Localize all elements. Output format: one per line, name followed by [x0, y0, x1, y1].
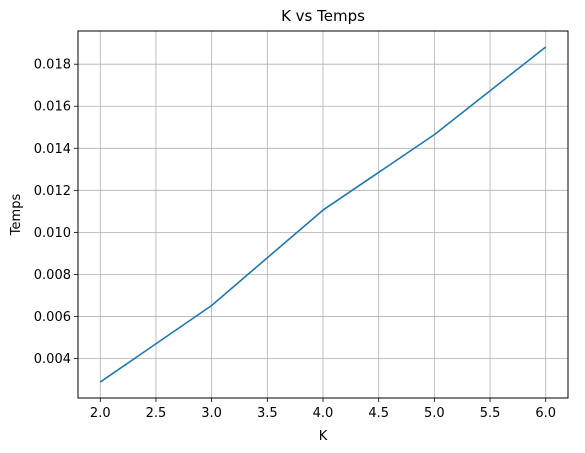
- x-tick-label: 5.5: [480, 406, 501, 421]
- x-axis-label: K: [319, 429, 328, 444]
- data-point: [545, 46, 547, 48]
- x-tick-label: 2.0: [90, 406, 111, 421]
- y-tick-label: 0.008: [34, 268, 71, 283]
- series-group: [99, 46, 547, 383]
- y-tick-label: 0.010: [34, 226, 71, 241]
- y-tick-label: 0.006: [34, 310, 71, 325]
- x-axis-ticks: 2.0 2.5 3.0 3.5 4.0 4.5 5.0 5.5 6.0: [90, 398, 556, 421]
- grid: [78, 31, 568, 398]
- data-point: [322, 209, 324, 211]
- data-point: [211, 305, 213, 307]
- y-tick-label: 0.004: [34, 352, 71, 367]
- x-tick-label: 5.0: [424, 406, 445, 421]
- x-tick-label: 4.0: [313, 406, 334, 421]
- y-axis-label: Temps: [9, 194, 24, 237]
- x-tick-label: 3.5: [257, 406, 278, 421]
- y-tick-label: 0.012: [34, 184, 71, 199]
- x-tick-label: 4.5: [368, 406, 389, 421]
- x-tick-label: 2.5: [146, 406, 167, 421]
- x-tick-label: 6.0: [535, 406, 556, 421]
- y-tick-label: 0.014: [34, 142, 71, 157]
- chart-title: K vs Temps: [281, 7, 365, 25]
- y-axis-ticks: 0.004 0.006 0.008 0.010 0.012 0.014 0.016 0.018: [34, 58, 78, 367]
- y-tick-label: 0.018: [34, 58, 71, 73]
- y-tick-label: 0.016: [34, 100, 71, 115]
- x-tick-label: 3.0: [201, 406, 222, 421]
- series-line-0: [99, 46, 547, 383]
- data-point: [434, 134, 436, 136]
- data-point: [99, 381, 101, 383]
